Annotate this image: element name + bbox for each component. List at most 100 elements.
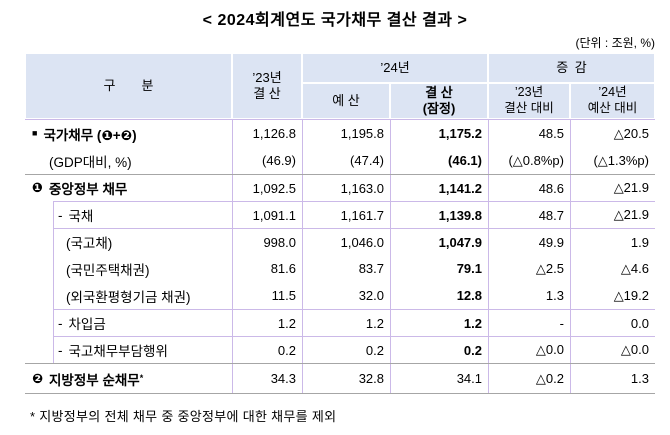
row-bullet-icon: - <box>58 207 63 223</box>
row-label: 국가채무 (❶+❷) <box>43 127 137 143</box>
cell-value: △0.0 <box>570 336 655 363</box>
header-cell-2024-budget: 예 산 <box>302 83 390 119</box>
row-bullet-icon: - <box>58 315 63 331</box>
header-cell-change-group: 증 감 <box>488 53 655 83</box>
row-label-cell: ❷ 지방정부 순채무 * <box>25 364 232 393</box>
header-cell-vs-2023: ’23년 결산 대비 <box>488 83 570 119</box>
table-row: ■ 국가채무 (❶+❷) 1,126.8 1,195.8 1,175.2 48.5 △20… <box>25 120 655 147</box>
row-label-cell: - 국고채무부담행위 <box>25 336 232 363</box>
table-row: (외국환평형기금 채권) 11.5 32.0 12.8 1.3 △19.2 <box>25 282 655 309</box>
cell-value: 34.1 <box>390 364 488 393</box>
row-bullet-icon: ■ <box>32 127 38 138</box>
cell-value: △4.6 <box>570 255 655 282</box>
cell-value: 1.2 <box>302 309 390 336</box>
cell-value: (46.9) <box>232 147 302 174</box>
cell-value: 1,139.8 <box>390 201 488 228</box>
cell-value: △0.2 <box>488 364 570 393</box>
table-row: - 국채 1,091.1 1,161.7 1,139.8 48.7 △21.9 <box>25 201 655 228</box>
row-label: 중앙정부 채무 <box>49 182 128 197</box>
table-header: 구 분 ’23년 결 산 ’24년 증 감 예 산 결 산 (잠정) ’23년 … <box>25 53 655 119</box>
cell-value: 1.2 <box>390 309 488 336</box>
table-row: (국민주택채권) 81.6 83.7 79.1 △2.5 △4.6 <box>25 255 655 282</box>
header-cell-2024-settlement: 결 산 (잠정) <box>390 83 488 119</box>
cell-value: 1.9 <box>570 228 655 255</box>
cell-value: 32.0 <box>302 282 390 309</box>
table-row: ❶ 중앙정부 채무 1,092.5 1,163.0 1,141.2 48.6 △21.9 <box>25 174 655 201</box>
footnote: * 지방정부의 전체 채무 중 중앙정부에 대한 채무를 제외 <box>30 409 337 424</box>
cell-value: 1,163.0 <box>302 175 390 201</box>
header-cell-vs-2024: ’24년 예산 대비 <box>570 83 655 119</box>
cell-value: 1,091.1 <box>232 201 302 228</box>
cell-value: △19.2 <box>570 282 655 309</box>
cell-value: 1.3 <box>488 282 570 309</box>
row-label-cell: (GDP대비, %) <box>25 147 232 174</box>
row-label-cell: ❶ 중앙정부 채무 <box>25 175 232 201</box>
row-label: (국고채) <box>66 236 113 251</box>
cell-value: 12.8 <box>390 282 488 309</box>
row-label: (GDP대비, %) <box>49 154 132 170</box>
header-cell-2023-settlement: ’23년 결 산 <box>232 53 302 119</box>
cell-value: 0.2 <box>302 336 390 363</box>
row-bullet-icon: ❷ <box>32 370 44 386</box>
cell-value: 48.5 <box>488 120 570 147</box>
cell-value: 48.6 <box>488 175 570 201</box>
cell-value: △2.5 <box>488 255 570 282</box>
row-label-cell: (국민주택채권) <box>25 255 232 282</box>
cell-value: 1,141.2 <box>390 175 488 201</box>
row-label: (국민주택채권) <box>66 262 150 278</box>
row-label-cell: ■ 국가채무 (❶+❷) <box>25 120 232 147</box>
cell-value: △0.0 <box>488 336 570 363</box>
header-cell-category: 구 분 <box>25 53 232 119</box>
cell-value: (△0.8%p) <box>488 147 570 174</box>
cell-value: 81.6 <box>232 255 302 282</box>
cell-value: 32.8 <box>302 364 390 393</box>
row-label: 국채 <box>68 209 94 224</box>
row-label: 지방정부 순채무 <box>49 372 140 388</box>
cell-value: 1.3 <box>570 364 655 393</box>
cell-value: △21.9 <box>570 201 655 228</box>
cell-value: 11.5 <box>232 282 302 309</box>
cell-value: (46.1) <box>390 147 488 174</box>
cell-value: 34.3 <box>232 364 302 393</box>
row-bullet-icon: ❶ <box>32 180 44 195</box>
row-label: 차입금 <box>68 317 106 332</box>
national-debt-table: 구 분 ’23년 결 산 ’24년 증 감 예 산 결 산 (잠정) ’23년 … <box>25 53 655 394</box>
cell-value: 1,092.5 <box>232 175 302 201</box>
cell-value: 79.1 <box>390 255 488 282</box>
row-bullet-icon: - <box>58 342 63 358</box>
cell-value: 1,046.0 <box>302 228 390 255</box>
table-row: (국고채) 998.0 1,046.0 1,047.9 49.9 1.9 <box>25 228 655 255</box>
cell-value: 1,047.9 <box>390 228 488 255</box>
cell-value: - <box>488 309 570 336</box>
cell-value: 998.0 <box>232 228 302 255</box>
cell-value: 0.2 <box>390 336 488 363</box>
cell-value: △20.5 <box>570 120 655 147</box>
table-body: ■ 국가채무 (❶+❷) 1,126.8 1,195.8 1,175.2 48.5 △20… <box>25 119 655 394</box>
cell-value: (47.4) <box>302 147 390 174</box>
row-label-cell: - 차입금 <box>25 309 232 336</box>
cell-value: 49.9 <box>488 228 570 255</box>
table-row: - 국고채무부담행위 0.2 0.2 0.2 △0.0 △0.0 <box>25 336 655 363</box>
cell-value: 83.7 <box>302 255 390 282</box>
row-label: 국고채무부담행위 <box>68 344 168 359</box>
row-label-superscript: * <box>139 373 144 383</box>
cell-value: 0.2 <box>232 336 302 363</box>
cell-value: 0.0 <box>570 309 655 336</box>
cell-value: 48.7 <box>488 201 570 228</box>
table-row: - 차입금 1.2 1.2 1.2-0.0 <box>25 309 655 336</box>
cell-value: 1,175.2 <box>390 120 488 147</box>
cell-value: 1,195.8 <box>302 120 390 147</box>
row-label: (외국환평형기금 채권) <box>66 289 191 305</box>
header-cell-2024-group: ’24년 <box>302 53 488 83</box>
table-row: (GDP대비, %) (46.9) (47.4) (46.1) (△0.8%p) (△1… <box>25 147 655 174</box>
document-title: < 2024회계연도 국가채무 결산 결과 > <box>202 12 468 29</box>
cell-value: 1,161.7 <box>302 201 390 228</box>
cell-value: (△1.3%p) <box>570 147 655 174</box>
row-label-cell: (국고채) <box>25 228 232 255</box>
cell-value: 1,126.8 <box>232 120 302 147</box>
row-label-cell: (외국환평형기금 채권) <box>25 282 232 309</box>
table-row: ❷ 지방정부 순채무 * 34.3 32.8 34.1 △0.2 1.3 <box>25 363 655 393</box>
row-label-cell: - 국채 <box>25 201 232 228</box>
cell-value: 1.2 <box>232 309 302 336</box>
